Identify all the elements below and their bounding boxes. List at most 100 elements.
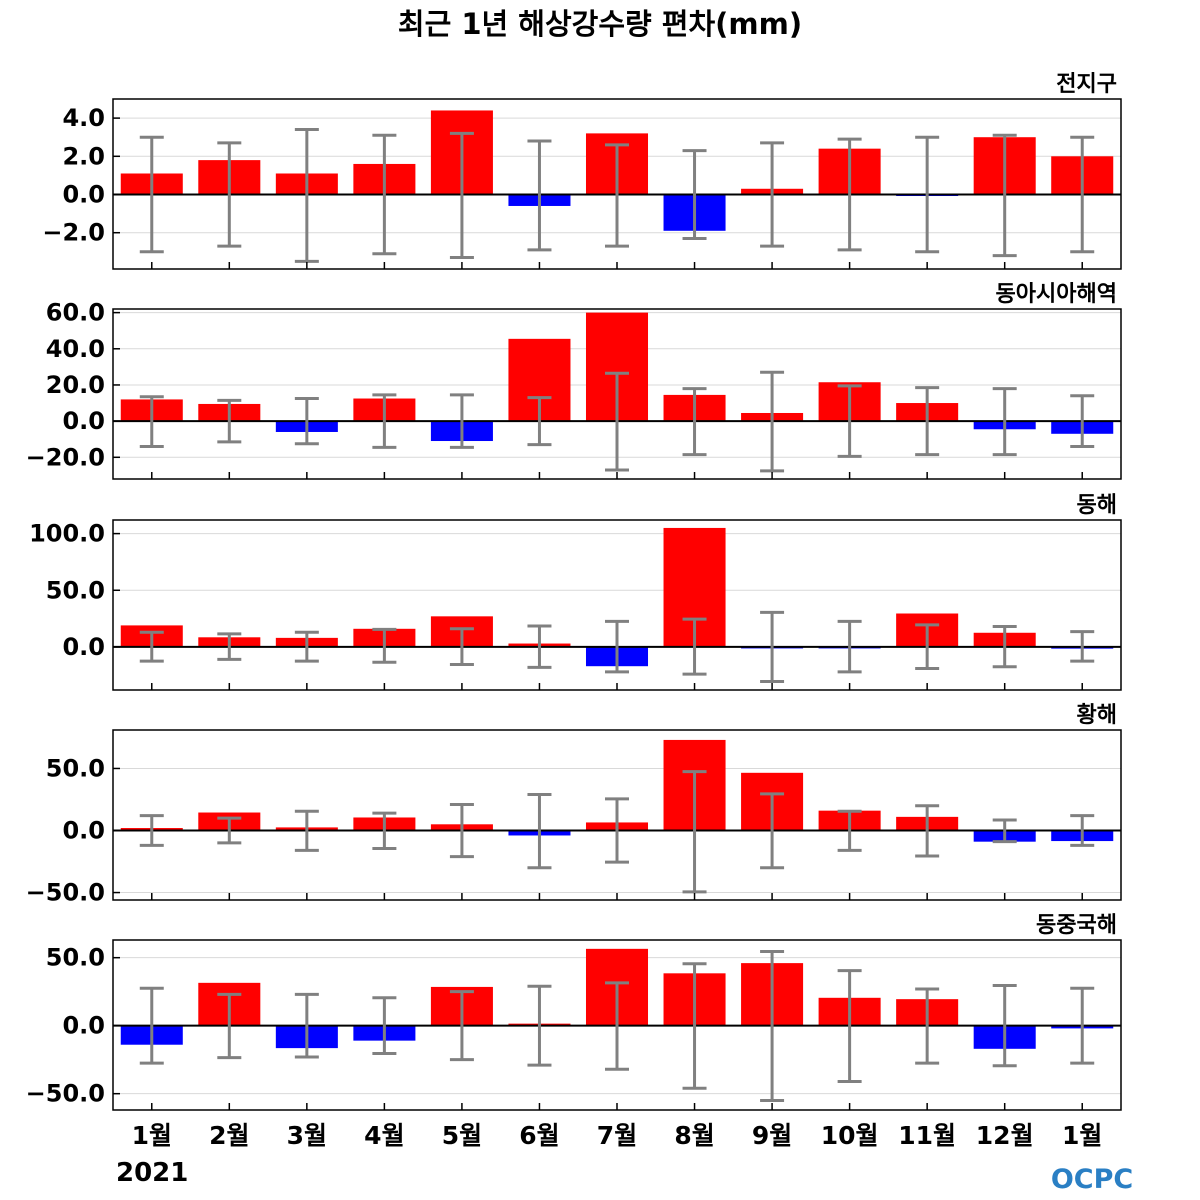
y-tick-label: 100.0	[29, 520, 105, 548]
y-tick-label: −50.0	[26, 1080, 105, 1108]
ocpc-logo: OCPC	[1051, 1164, 1133, 1195]
error-bar	[760, 370, 785, 473]
x-tick-label: 4월	[364, 1121, 404, 1150]
error-bar	[915, 623, 940, 670]
error-bar	[217, 141, 242, 248]
error-bar	[527, 396, 552, 447]
error-bar	[449, 990, 474, 1062]
error-bar	[294, 809, 319, 852]
error-bar	[992, 133, 1017, 258]
error-bar	[372, 811, 397, 851]
chart-panels: 4.0 2.0 0.0 −2.0 전지구 60.0 40.0 20.0 0.0 −20.0 동아시아…	[26, 72, 1122, 1111]
error-bar	[527, 984, 552, 1067]
error-bar	[605, 981, 629, 1071]
error-bar	[139, 395, 164, 448]
error-bar	[217, 992, 242, 1060]
error-bar	[682, 962, 707, 1090]
error-bar	[139, 814, 164, 847]
error-bar	[605, 143, 629, 248]
ocpc-logo-text: OCPC	[1051, 1164, 1133, 1195]
x-tick-label: 9월	[752, 1121, 792, 1150]
error-bar	[139, 135, 164, 254]
error-bar	[837, 809, 862, 852]
error-bar	[760, 950, 785, 1102]
panel-title: 동중국해	[1036, 913, 1117, 938]
x-tick-label: 2월	[209, 1121, 249, 1150]
y-tick-label: 50.0	[46, 576, 105, 604]
error-bar	[605, 371, 629, 472]
error-bar	[605, 619, 629, 674]
y-tick-label: 60.0	[46, 299, 105, 327]
x-tick-label: 7월	[597, 1121, 637, 1150]
error-bar	[1070, 394, 1095, 448]
error-bar	[294, 630, 319, 663]
error-bar	[449, 802, 474, 859]
y-tick-label: −2.0	[42, 219, 105, 247]
error-bar	[837, 619, 862, 674]
error-bar	[837, 969, 862, 1083]
error-bar	[915, 987, 940, 1065]
error-bar	[527, 793, 552, 870]
error-bar	[449, 131, 474, 260]
error-bar	[1070, 630, 1095, 663]
panel-2: 100.0 50.0 0.0 동해	[29, 493, 1122, 691]
x-tick-label: 8월	[674, 1121, 714, 1150]
y-tick-label: 50.0	[46, 944, 105, 972]
panel-title: 황해	[1077, 703, 1117, 728]
panel-0: 4.0 2.0 0.0 −2.0 전지구	[42, 72, 1122, 270]
error-bar	[294, 397, 319, 446]
error-bar	[372, 393, 397, 449]
error-bar	[372, 996, 397, 1056]
y-tick-label: 0.0	[62, 1012, 105, 1040]
y-tick-label: 4.0	[62, 104, 105, 132]
x-tick-label: 1월	[1062, 1121, 1102, 1150]
y-tick-label: 0.0	[62, 633, 105, 661]
y-tick-label: 2.0	[62, 142, 105, 170]
y-tick-label: 20.0	[46, 371, 105, 399]
x-tick-label: 6월	[519, 1121, 559, 1150]
y-tick-label: 0.0	[62, 181, 105, 209]
panel-3: 50.0 0.0 −50.0 황해	[26, 703, 1122, 907]
error-bar	[217, 816, 242, 845]
error-bar	[1070, 135, 1095, 254]
panel-4: 50.0 0.0 −50.0 동중국해	[26, 913, 1122, 1111]
error-bar	[217, 398, 242, 444]
error-bar	[915, 386, 940, 457]
x-tick-label: 10월	[821, 1121, 879, 1150]
error-bar	[527, 139, 552, 252]
error-bar	[372, 627, 397, 664]
error-bar	[915, 804, 940, 858]
error-bar	[837, 137, 862, 252]
error-bar	[992, 818, 1017, 844]
error-bar	[1070, 986, 1095, 1065]
y-tick-label: 0.0	[62, 817, 105, 845]
x-tick-label: 5월	[442, 1121, 482, 1150]
error-bar	[915, 135, 940, 254]
error-bar	[682, 149, 707, 240]
error-bar	[449, 627, 474, 666]
panel-title: 동해	[1077, 493, 1117, 518]
error-bar	[294, 992, 319, 1059]
chart-title: 최근 1년 해상강수량 편차(mm)	[398, 7, 802, 41]
error-bar	[449, 393, 474, 449]
error-bar	[837, 384, 862, 458]
error-bar	[760, 610, 785, 683]
error-bar	[527, 624, 552, 669]
error-bar	[992, 387, 1017, 457]
error-bar	[1070, 814, 1095, 847]
x-tick-label: 1월	[132, 1121, 172, 1150]
panel-1: 60.0 40.0 20.0 0.0 −20.0 동아시아해역	[26, 282, 1122, 480]
year-label: 2021	[116, 1158, 188, 1188]
error-bar	[605, 797, 629, 864]
error-bar	[294, 128, 319, 263]
x-tick-label: 3월	[287, 1121, 327, 1150]
panel-title: 동아시아해역	[996, 282, 1117, 307]
x-tick-label: 12월	[976, 1121, 1034, 1150]
error-bar	[682, 617, 707, 676]
error-bar	[217, 632, 242, 661]
y-tick-label: 0.0	[62, 407, 105, 435]
error-bar	[372, 133, 397, 256]
error-bar	[682, 387, 707, 457]
y-tick-label: 50.0	[46, 754, 105, 782]
error-bar	[992, 625, 1017, 669]
